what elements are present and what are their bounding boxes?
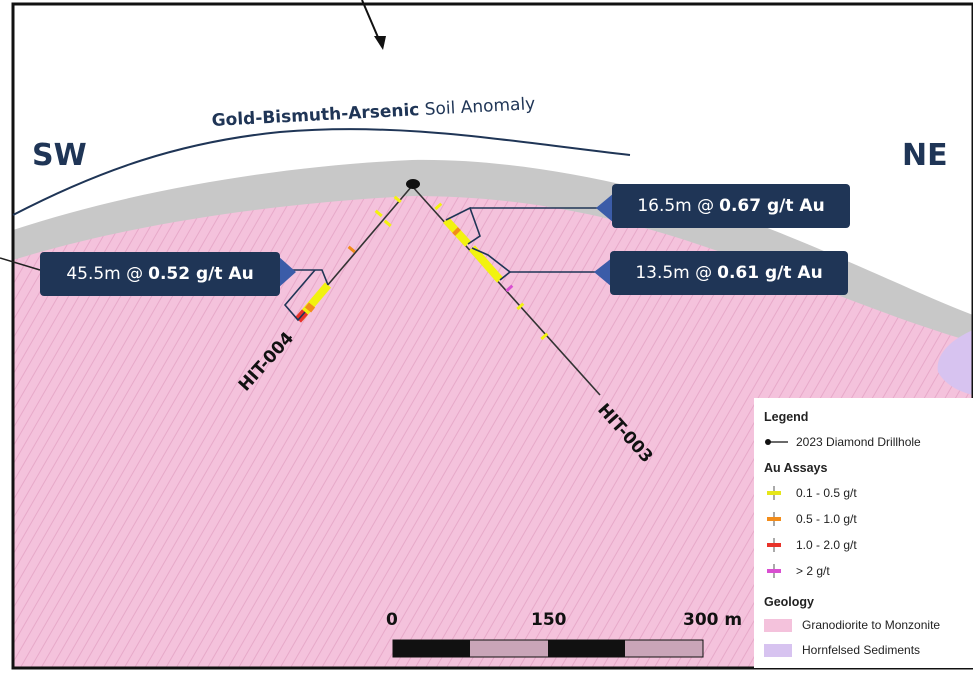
legend-assay-3: 1.0 - 2.0 g/t — [764, 538, 857, 552]
legend-geology-title: Geology — [764, 595, 815, 609]
granodiorite-unit — [13, 196, 973, 668]
legend-assay-label: > 2 g/t — [796, 564, 830, 578]
legend-geology-label: Hornfelsed Sediments — [802, 643, 921, 657]
callout-grade: 0.61 g/t Au — [717, 263, 823, 283]
assay-callout-hit-003-lower: 13.5m @ 0.61 g/t Au — [610, 251, 848, 295]
callout-interval: 45.5m @ — [66, 264, 144, 284]
legend-geology-2: Hornfelsed Sediments — [764, 643, 920, 657]
scale-bar — [392, 639, 704, 658]
legend-assay-label: 0.5 - 1.0 g/t — [796, 512, 857, 526]
map-frame — [11, 2, 973, 670]
callout-grade: 0.67 g/t Au — [719, 196, 825, 216]
scale-label-0: 0 — [386, 610, 398, 630]
assay-orange-icon — [764, 512, 790, 526]
drillhole-collar — [406, 179, 420, 189]
callout-tip-2 — [594, 258, 612, 287]
pointer-arrow — [361, 0, 381, 43]
hit-003-assays — [434, 202, 549, 341]
legend-assay-label: 0.1 - 0.5 g/t — [796, 486, 857, 500]
direction-sw: SW — [32, 138, 87, 173]
callout-brackets — [283, 206, 600, 322]
map-legend: Legend 2023 Diamond Drillhole Au Assays … — [754, 398, 973, 668]
assay-callout-hit-004: 45.5m @ 0.52 g/t Au — [40, 252, 280, 296]
scale-label-150: 150 — [531, 610, 567, 630]
assay-callout-hit-003-upper: 16.5m @ 0.67 g/t Au — [612, 184, 850, 228]
anomaly-label: Gold-Bismuth-Arsenic Soil Anomaly — [211, 94, 536, 131]
assay-magenta-icon — [764, 564, 790, 578]
legend-geology-1: Granodiorite to Monzonite — [764, 618, 940, 632]
legend-drillhole-label: 2023 Diamond Drillhole — [796, 435, 921, 449]
callout-tip-1 — [596, 193, 614, 223]
legend-assay-label: 1.0 - 2.0 g/t — [796, 538, 857, 552]
scale-label-300: 300 m — [683, 610, 743, 630]
drillhole-symbol-icon — [764, 435, 790, 449]
legend-geology-label: Granodiorite to Monzonite — [802, 618, 941, 632]
legend-assays-title: Au Assays — [764, 461, 828, 475]
leader-line-left — [0, 257, 41, 271]
assay-red-icon — [764, 538, 790, 552]
callout-interval: 13.5m @ — [635, 263, 713, 283]
hornfels-unit — [937, 330, 973, 395]
assay-yellow-icon — [764, 486, 790, 500]
callout-interval: 16.5m @ — [637, 196, 715, 216]
legend-assay-4: > 2 g/t — [764, 564, 830, 578]
legend-assay-1: 0.1 - 0.5 g/t — [764, 486, 857, 500]
legend-drillhole: 2023 Diamond Drillhole — [764, 435, 921, 449]
callout-grade: 0.52 g/t Au — [148, 264, 254, 284]
hornfels-swatch — [764, 643, 792, 657]
direction-ne: NE — [902, 138, 948, 173]
legend-assay-2: 0.5 - 1.0 g/t — [764, 512, 857, 526]
soil-anomaly-line — [12, 128, 631, 216]
callout-tip-left — [278, 256, 296, 288]
granodiorite-swatch — [764, 618, 792, 632]
pointer-arrow-head — [374, 36, 386, 50]
legend-title: Legend — [764, 410, 809, 424]
